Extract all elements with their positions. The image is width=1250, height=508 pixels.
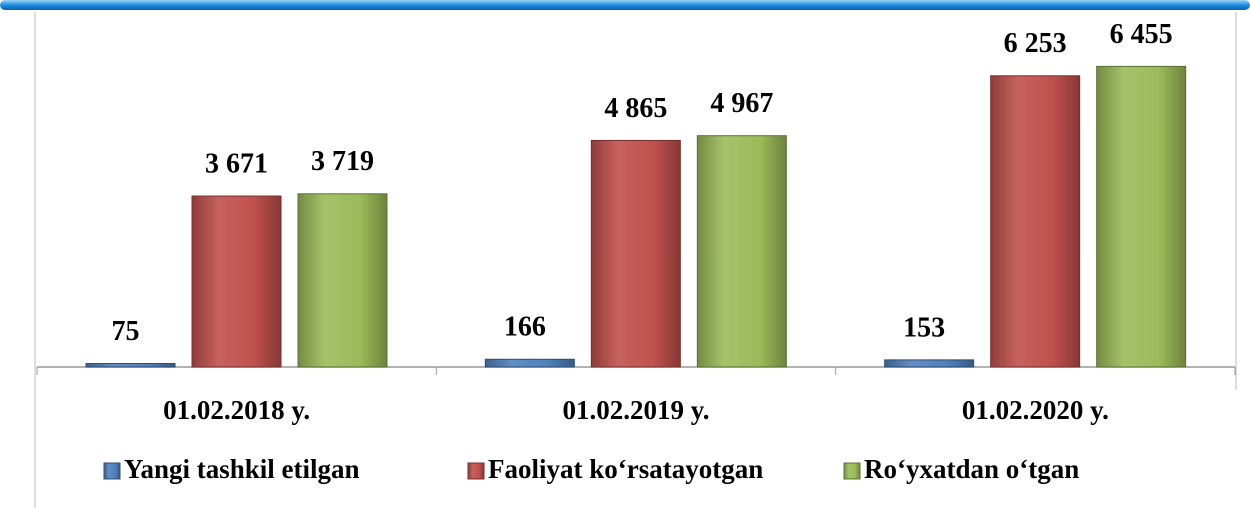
data-label: 3 719: [311, 146, 374, 177]
legend-label: Ro‘yxatdan o‘tgan: [864, 454, 1079, 484]
bar: [884, 359, 975, 368]
data-label: 153: [903, 312, 945, 343]
x-tick-label: 01.02.2020 y.: [962, 395, 1109, 425]
bar: [484, 358, 575, 368]
data-label: 6 253: [1004, 28, 1067, 59]
legend-swatch: [103, 462, 121, 480]
data-label: 4 865: [604, 93, 667, 124]
data-label: 166: [504, 312, 546, 343]
data-label: 75: [112, 316, 140, 347]
bar: [85, 363, 176, 368]
x-tick-label: 01.02.2019 y.: [562, 395, 709, 425]
legend-swatch: [843, 462, 861, 480]
top-band: [0, 0, 1250, 10]
bar: [990, 75, 1081, 368]
data-label: 3 671: [205, 148, 268, 179]
bar: [191, 195, 282, 368]
x-tick-label: 01.02.2018 y.: [163, 395, 310, 425]
bar: [1096, 65, 1187, 368]
data-label: 6 455: [1110, 19, 1173, 50]
bar: [297, 193, 388, 368]
legend-label: Yangi tashkil etilgan: [124, 454, 360, 484]
legend-label: Faoliyat ko‘rsatayotgan: [488, 454, 763, 484]
bar: [590, 139, 681, 368]
legend-swatch: [467, 462, 485, 480]
bar: [696, 135, 787, 368]
data-label: 4 967: [710, 88, 773, 119]
